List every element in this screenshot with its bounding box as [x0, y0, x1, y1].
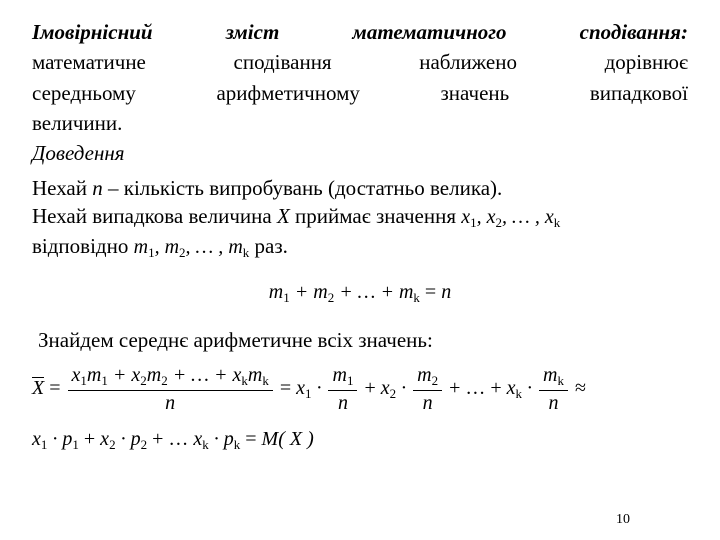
var-X: X	[277, 204, 290, 228]
proof-line-1: Нехай n – кількість випробувань (достатн…	[32, 174, 688, 202]
definition-line-2: середньому арифметичному значень випадко…	[32, 79, 688, 107]
page-number: 10	[616, 512, 630, 528]
equation-mean: X = x1m1 + x2m2 + … + xkmk n = x1 · m1n …	[32, 364, 688, 463]
var-n: n	[92, 176, 103, 200]
text: Нехай випадкова величина	[32, 204, 277, 228]
proof-line-2: Нехай випадкова величина X приймає значе…	[32, 202, 688, 231]
proof-line-4: Знайдем середнє арифметичне всіх значень…	[38, 326, 688, 354]
x-values: x1, x2, … , xk	[461, 206, 560, 228]
big-fraction: x1m1 + x2m2 + … + xkmk n	[68, 364, 273, 415]
proof-label: Доведення	[32, 139, 688, 167]
definition-line-3: величини.	[32, 109, 688, 137]
text: приймає значення	[290, 204, 461, 228]
text: Нехай	[32, 176, 92, 200]
definition-line-1: математичне сподівання наближено дорівню…	[32, 48, 688, 76]
text: – кількість випробувань (достатньо велик…	[103, 176, 503, 200]
heading-line-1: Імовірнісний зміст математичного сподіва…	[32, 18, 688, 46]
text: раз.	[249, 234, 288, 258]
equation-sum-m: m1 + m2 + … + mk = n	[32, 279, 688, 306]
heading: Імовірнісний зміст математичного сподіва…	[32, 20, 688, 44]
proof-line-3: відповідно m1, m2, … , mk раз.	[32, 232, 688, 261]
m-values: m1, m2, … , mk	[134, 236, 250, 258]
text: відповідно	[32, 234, 134, 258]
